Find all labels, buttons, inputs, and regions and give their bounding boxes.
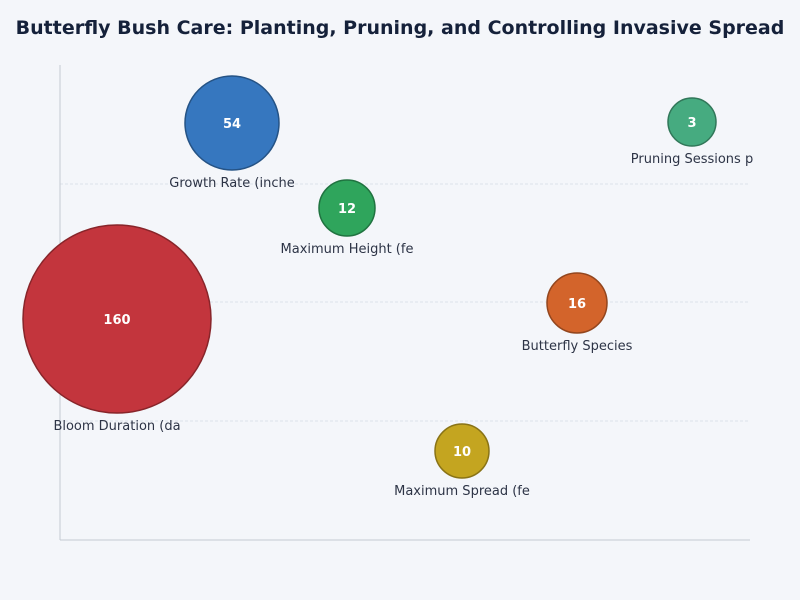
bubble-category-label: Growth Rate (inche (169, 176, 294, 191)
bubble (184, 75, 280, 171)
bubble (546, 272, 608, 334)
chart-title: Butterfly Bush Care: Planting, Pruning, … (16, 17, 785, 39)
bubble-category-label: Bloom Duration (da (53, 419, 180, 434)
bubble-group: 160 Bloom Duration (da (22, 224, 212, 434)
bubble-value-label: 160 (103, 313, 130, 328)
bubble-group: 54 Growth Rate (inche (169, 75, 295, 191)
bubble-group: 10 Maximum Spread (fe (394, 423, 530, 499)
bubble-category-label: Butterfly Species (522, 339, 633, 354)
bubble (667, 97, 717, 147)
bubble-value-label: 12 (338, 202, 356, 217)
bubble-value-label: 54 (223, 117, 241, 132)
bubble-group: 3 Pruning Sessions p (631, 97, 753, 167)
bubble-category-label: Pruning Sessions p (631, 152, 753, 167)
bubble-value-label: 16 (568, 297, 586, 312)
bubble (434, 423, 490, 479)
bubble (22, 224, 212, 414)
bubble-value-label: 10 (453, 445, 471, 460)
bubble-value-label: 3 (687, 116, 696, 131)
bubble (318, 179, 376, 237)
bubble-category-label: Maximum Height (fe (281, 242, 414, 257)
bubble-group: 12 Maximum Height (fe (281, 179, 414, 257)
bubble-group: 16 Butterfly Species (522, 272, 633, 354)
bubble-category-label: Maximum Spread (fe (394, 484, 530, 499)
